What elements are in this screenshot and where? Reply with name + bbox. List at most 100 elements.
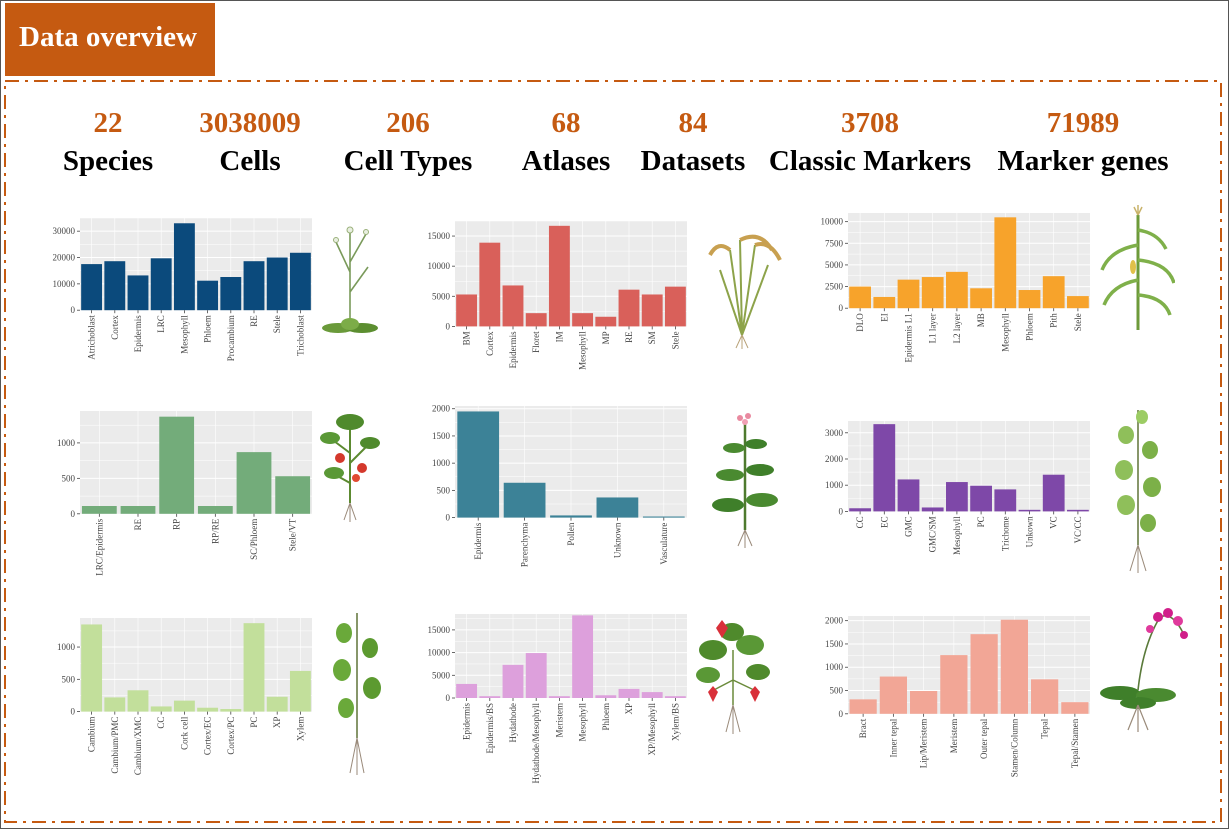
seedling-plant-icon	[333, 613, 381, 775]
stat-marker-genes: 71989 Marker genes	[978, 108, 1188, 184]
y-tick-label: 10000	[428, 261, 451, 271]
stat-value: 3038009	[199, 107, 301, 139]
stat-value: 3708	[841, 107, 899, 139]
bar	[266, 696, 288, 712]
x-tick-label: Unkown	[1025, 516, 1035, 547]
stat-label: Species	[62, 145, 154, 177]
y-tick-label: 0	[71, 707, 76, 717]
x-tick-label: XP/Mesophyll	[647, 703, 657, 756]
bar	[243, 623, 265, 712]
y-tick-label: 2000	[825, 454, 844, 464]
x-tick-label: Trichome	[1000, 516, 1010, 551]
y-tick-label: 1500	[432, 431, 451, 441]
y-tick-label: 0	[446, 513, 451, 523]
x-tick-label: L2 layer	[952, 313, 962, 343]
x-tick-label: Cortex/PC	[226, 717, 236, 755]
stat-cells: 3038009 Cells	[160, 108, 340, 184]
x-tick-label: SC/Phloem	[249, 519, 259, 560]
x-tick-label: Hydathode	[508, 703, 518, 743]
bar	[197, 280, 219, 311]
y-tick-label: 1000	[825, 662, 844, 672]
x-tick-label: RP	[172, 519, 182, 530]
y-tick-label: 0	[446, 321, 451, 331]
bar	[946, 271, 968, 309]
orchid-plant-icon	[1100, 608, 1188, 732]
x-tick-label: Hydathode/Mesophyll	[531, 703, 541, 784]
bar	[970, 485, 992, 512]
y-tick-label: 10000	[428, 648, 451, 658]
bar	[596, 497, 639, 518]
bar	[289, 252, 311, 311]
x-tick-label: IM	[554, 331, 564, 342]
y-tick-label: 1000	[825, 480, 844, 490]
x-tick-label: PC	[249, 717, 259, 728]
bar	[1067, 509, 1089, 512]
bar-chart-orchid: 0 500 1000 1500 2000 Bract Inner tepal Lip/Meri…	[825, 616, 1090, 777]
bar	[664, 696, 686, 698]
x-tick-label: Mesophyll	[179, 315, 189, 354]
x-tick-label: VC/CC	[1073, 516, 1083, 543]
x-tick-label: MB	[976, 313, 986, 327]
x-tick-label: GMC	[904, 516, 914, 537]
stat-label: Marker genes	[997, 145, 1169, 177]
bar	[503, 482, 546, 518]
bar	[550, 515, 592, 518]
bar	[642, 516, 685, 518]
tomato-plant-icon	[320, 414, 380, 522]
bar	[197, 707, 219, 712]
x-tick-label: Phloem	[203, 315, 213, 343]
x-tick-label: Unknown	[612, 522, 622, 558]
bar	[618, 688, 640, 698]
bar	[220, 709, 242, 712]
x-tick-label: Cortex	[485, 331, 495, 356]
bar	[150, 258, 172, 311]
stat-value: 206	[386, 107, 430, 139]
x-tick-label: Cambium/PMC	[110, 717, 120, 774]
bar	[849, 699, 877, 714]
bar	[104, 697, 126, 712]
bar	[879, 676, 907, 714]
y-tick-label: 1500	[825, 639, 844, 649]
bar	[197, 506, 233, 514]
bar	[897, 479, 920, 512]
x-tick-label: Mesophyll	[1000, 313, 1010, 352]
stat-atlases: 68 Atlases	[476, 108, 656, 184]
bar	[457, 411, 500, 518]
bar	[994, 217, 1017, 309]
bar	[159, 416, 195, 514]
y-tick-label: 15000	[428, 231, 451, 241]
x-tick-label: LRC	[156, 315, 166, 333]
bar	[641, 692, 663, 698]
x-tick-label: Xylem	[295, 717, 305, 742]
bar	[641, 294, 663, 327]
x-tick-label: Epidermis L1	[904, 313, 914, 362]
y-tick-label: 0	[71, 509, 76, 519]
x-tick-label: Cortex	[110, 315, 120, 340]
x-tick-label: Epidermis	[133, 315, 143, 352]
bar	[1042, 276, 1065, 309]
x-tick-label: PC	[976, 516, 986, 527]
bar-chart-seedling: 0 500 1000 Cambium Cambium/PMC Cambium/XMC CC C…	[57, 618, 312, 775]
x-tick-label: Pith	[1049, 313, 1059, 328]
x-tick-label: Stele	[670, 331, 680, 349]
bar-chart-strawberry: 0 5000 10000 15000 Epidermis Epidermis/BS Hyda…	[428, 614, 687, 784]
stat-label: Atlases	[521, 145, 611, 177]
bar	[502, 664, 524, 698]
bar	[1061, 702, 1089, 714]
y-tick-label: 0	[839, 709, 844, 719]
y-tick-label: 500	[437, 485, 451, 495]
x-tick-label: Cork cell	[179, 716, 189, 750]
bar	[479, 242, 501, 327]
x-tick-label: Mesophyll	[952, 516, 962, 555]
poplar-plant-icon	[1115, 410, 1161, 573]
y-tick-label: 500	[830, 686, 844, 696]
bar-chart-tomato: 0 500 1000 LRC/Epidermis RE RP RP/RE SC/Phloem S…	[57, 411, 312, 576]
bar	[595, 316, 617, 327]
stat-datasets: 84 Datasets	[603, 108, 783, 184]
stat-label: Classic Markers	[768, 145, 972, 177]
bar	[81, 264, 103, 311]
x-tick-label: Cortex/EC	[203, 717, 213, 756]
y-tick-label: 15000	[428, 625, 451, 635]
page-title: Data overview	[19, 21, 197, 53]
bar	[81, 506, 117, 514]
